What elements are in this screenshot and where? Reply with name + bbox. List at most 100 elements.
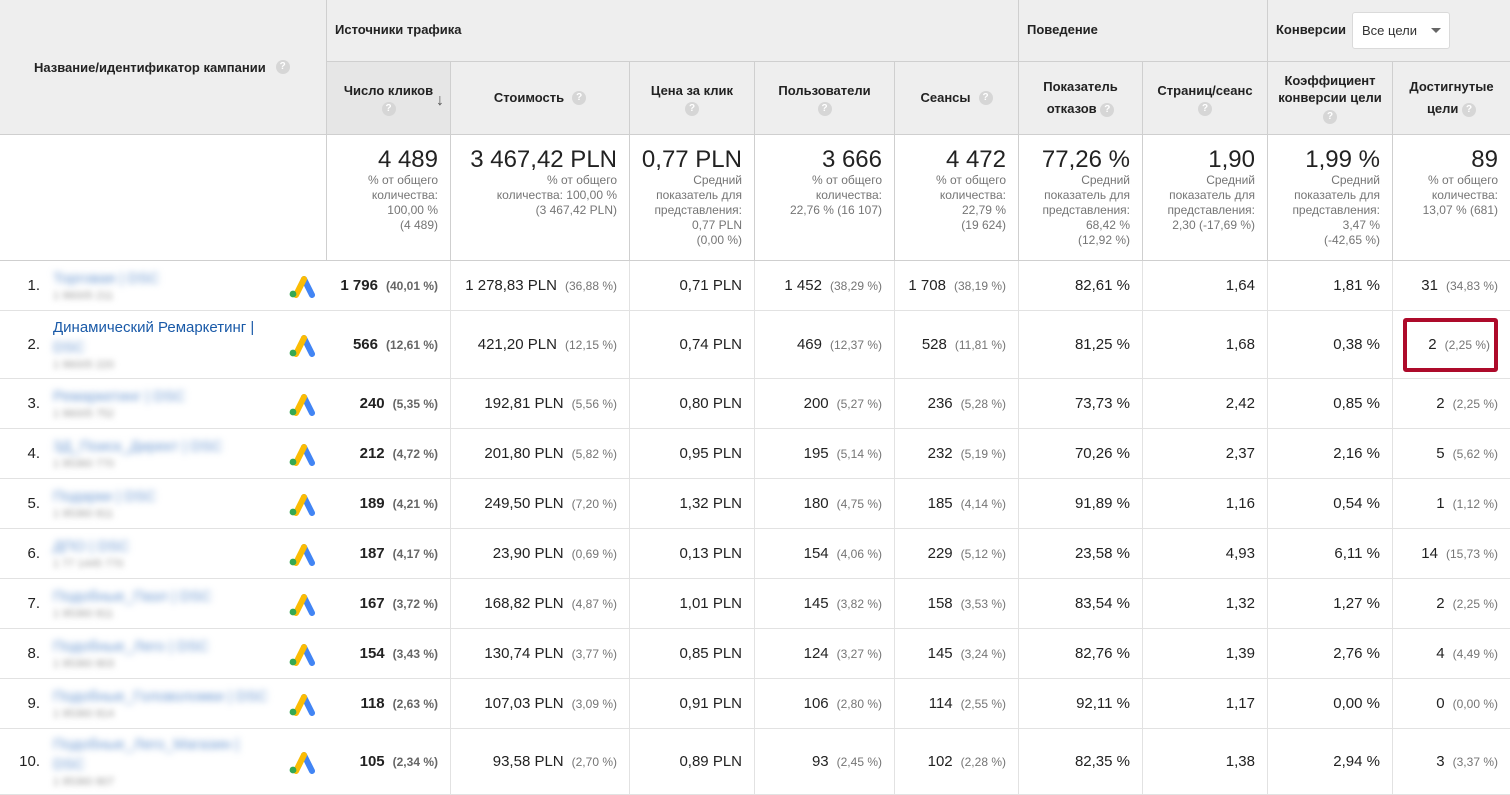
cell-value: 0,00 % <box>1333 695 1380 712</box>
table-row[interactable]: 6. ДПО | DSC 1 77 1445 770 187 (4,17 %) 23,90… <box>0 529 1510 579</box>
column-header-conversion-rate[interactable]: Коэффициент конверсии цели ? <box>1268 62 1393 135</box>
cell-clicks: 187 (4,17 %) <box>327 529 451 578</box>
question-icon[interactable]: ? <box>1462 102 1477 117</box>
cell-value: 421,20 PLN <box>477 336 557 353</box>
table-row[interactable]: 2. Динамический Ремаркетинг | DSC 1 96005 2… <box>0 311 1510 379</box>
table-row[interactable]: 4. 3Д_Поиск_Директ | DSC 1 95360 770 212 (4,… <box>0 429 1510 479</box>
cell-percent: (4,14 %) <box>960 496 1006 511</box>
cell-percent: (4,06 %) <box>836 546 882 561</box>
cell-value: 82,76 % <box>1074 645 1130 662</box>
campaign-cell: Подобные_Пазл | DSC 1 95360 811 <box>53 579 285 628</box>
table-row[interactable]: 9. Подобные_Головоломки | DSC 1 95360 814 1… <box>0 679 1510 729</box>
traffic-sources-group: Источники трафика <box>327 0 1019 62</box>
cell-value: 145 <box>927 645 953 662</box>
table-row[interactable]: 8. Подобные_Лего | DSC 1 95360 803 154 (3,43… <box>0 629 1510 679</box>
cell-value: 154 <box>359 645 385 662</box>
question-icon[interactable]: ? <box>275 60 290 74</box>
question-icon[interactable]: ? <box>381 102 396 116</box>
cell-bounce: 82,76 % <box>1019 629 1143 678</box>
cell-percent: (5,12 %) <box>960 546 1006 561</box>
campaign-link[interactable]: Подобные_Пазл | DSC <box>53 587 212 605</box>
cell-clicks: 212 (4,72 %) <box>327 429 451 478</box>
column-header-users[interactable]: Пользователи ? <box>755 62 895 135</box>
cell-value: 566 <box>352 336 378 353</box>
summary-value: 1,99 % <box>1305 146 1380 173</box>
cell-cost: 201,80 PLN (5,82 %) <box>451 429 630 478</box>
summary-cell: 3 666% от общего количества: 22,76 % (16… <box>755 135 895 261</box>
cell-value: 0,54 % <box>1333 495 1380 512</box>
cell-percent: (12,61 %) <box>385 337 438 352</box>
question-icon[interactable]: ? <box>1323 110 1337 124</box>
summary-value: 4 472 <box>945 146 1006 173</box>
cell-users: 1 452 (38,29 %) <box>755 261 895 310</box>
summary-value: 3 467,42 PLN <box>470 146 617 173</box>
campaign-link[interactable]: Ремаркетинг | DSC <box>53 387 186 405</box>
column-label-sessions: Сеансы <box>920 90 971 105</box>
campaign-link[interactable]: ДПО | DSC <box>53 537 130 555</box>
google-ads-icon <box>289 644 315 666</box>
campaign-link[interactable]: Торговая | DSC <box>53 269 160 287</box>
question-icon[interactable]: ? <box>685 102 699 116</box>
cell-value: 2 <box>1436 595 1445 612</box>
column-label-conversion-2: конверсии цели <box>1278 90 1382 105</box>
question-icon[interactable]: ? <box>817 102 832 116</box>
question-icon[interactable]: ? <box>1198 102 1212 116</box>
question-icon[interactable]: ? <box>1100 102 1115 117</box>
cell-percent: (2,70 %) <box>571 754 617 769</box>
cell-value: 180 <box>803 495 829 512</box>
cell-cost: 107,03 PLN (3,09 %) <box>451 679 630 728</box>
cell-value: 158 <box>927 595 953 612</box>
question-icon[interactable]: ? <box>978 91 993 105</box>
campaign-cell: 3Д_Поиск_Директ | DSC 1 95360 770 <box>53 429 285 478</box>
arrow-down-icon[interactable]: ↓ <box>436 92 444 109</box>
column-header-sessions[interactable]: Сеансы ? <box>895 62 1019 135</box>
column-header-cost[interactable]: Стоимость ? <box>451 62 630 135</box>
column-header-bounce-rate[interactable]: Показатель отказов ? <box>1019 62 1143 135</box>
table-row[interactable]: 7. Подобные_Пазл | DSC 1 95360 811 167 (3,72… <box>0 579 1510 629</box>
cell-percent: (2,34 %) <box>392 754 438 769</box>
summary-note: Средний показатель для представления: 2,… <box>1167 173 1255 232</box>
campaign-link-line2[interactable]: DSC <box>53 338 85 356</box>
campaign-link[interactable]: Подобные_Лего_Магазин | <box>53 735 240 753</box>
column-header-clicks[interactable]: Число кликов ? ↓ <box>327 62 451 135</box>
cell-bounce: 73,73 % <box>1019 379 1143 428</box>
cell-value: 189 <box>359 495 385 512</box>
table-row[interactable]: 10. Подобные_Лего_Магазин | DSC 1 95360 807… <box>0 729 1510 795</box>
cell-value: 1 278,83 PLN <box>465 277 557 294</box>
cell-goals: 2 (2,25 %) <box>1393 579 1510 628</box>
google-ads-icon <box>289 394 315 416</box>
table-row[interactable]: 1. Торговая | DSC 1 96005 211 1 796 (40,01 %… <box>0 261 1510 311</box>
campaign-column-header[interactable]: Название/идентификатор кампании ? <box>0 0 327 135</box>
cell-conv: 6,11 % <box>1268 529 1393 578</box>
column-header-pages-per-session[interactable]: Страниц/сеанс ? <box>1143 62 1268 135</box>
question-icon[interactable]: ? <box>572 91 587 105</box>
cell-goals: 14 (15,73 %) <box>1393 529 1510 578</box>
column-header-cpc[interactable]: Цена за клик ? <box>630 62 755 135</box>
table-row[interactable]: 5. Подарки | DSC 1 95360 811 189 (4,21 %) 249… <box>0 479 1510 529</box>
campaign-link[interactable]: Подобные_Головоломки | DSC <box>53 687 268 705</box>
campaign-link[interactable]: Подобные_Лего | DSC <box>53 637 209 655</box>
cell-cpc: 0,74 PLN <box>630 311 755 378</box>
campaign-link[interactable]: Подарки | DSC <box>53 487 157 505</box>
campaign-link[interactable]: 3Д_Поиск_Директ | DSC <box>53 437 223 455</box>
summary-value: 1,90 <box>1208 146 1255 173</box>
cell-users: 145 (3,82 %) <box>755 579 895 628</box>
cell-percent: (2,25 %) <box>1452 396 1498 411</box>
cell-cost: 421,20 PLN (12,15 %) <box>451 311 630 378</box>
cell-value: 102 <box>927 753 953 770</box>
campaign-cell: Торговая | DSC 1 96005 211 <box>53 261 285 310</box>
cell-value: 0,74 PLN <box>679 336 742 353</box>
cell-pages: 2,42 <box>1143 379 1268 428</box>
goal-select-dropdown[interactable]: Все цели <box>1352 12 1450 49</box>
cell-goals: 3 (3,37 %) <box>1393 729 1510 794</box>
column-label-cpc: Цена за клик <box>650 83 734 98</box>
cell-percent: (5,82 %) <box>571 446 617 461</box>
cell-cpc: 0,91 PLN <box>630 679 755 728</box>
cell-value: 1,17 <box>1225 695 1255 712</box>
campaign-link-line2[interactable]: DSC <box>53 755 85 773</box>
column-header-goal-completions[interactable]: Достигнутые цели ? <box>1393 62 1510 135</box>
cell-sessions: 528 (11,81 %) <box>895 311 1019 378</box>
table-row[interactable]: 3. Ремаркетинг | DSC 1 96005 752 240 (5,35 %… <box>0 379 1510 429</box>
summary-value: 0,77 PLN <box>641 146 742 173</box>
campaign-link[interactable]: Динамический Ремаркетинг | <box>53 318 255 336</box>
